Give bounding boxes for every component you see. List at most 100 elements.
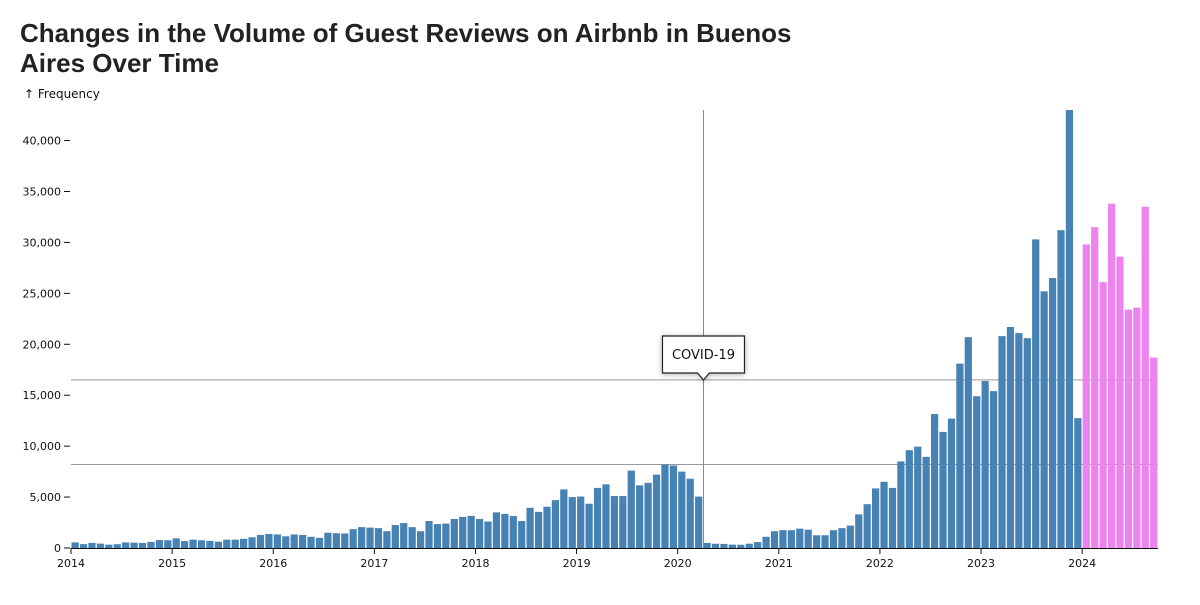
- y-tick-label: 15,000: [23, 389, 62, 402]
- bar: [307, 536, 315, 548]
- bar: [551, 500, 560, 548]
- x-tick-label: 2015: [158, 557, 186, 570]
- bar: [711, 543, 720, 548]
- bar: [1074, 418, 1082, 548]
- bar: [998, 336, 1006, 548]
- bar: [71, 542, 79, 548]
- bar: [349, 529, 357, 548]
- bar: [223, 539, 231, 548]
- bar: [155, 540, 163, 548]
- y-tick-label: 20,000: [23, 338, 62, 351]
- bar: [416, 531, 425, 548]
- bar: [442, 523, 450, 548]
- bar: [947, 418, 956, 548]
- bar: [602, 484, 610, 548]
- bar: [1133, 307, 1141, 548]
- bar: [433, 524, 442, 548]
- bar: [147, 541, 155, 548]
- bar: [636, 485, 644, 548]
- bar: [130, 542, 138, 548]
- bar: [593, 487, 602, 548]
- bar: [1032, 239, 1040, 548]
- bar: [989, 391, 998, 548]
- bar: [324, 532, 332, 548]
- bar: [905, 450, 913, 548]
- bar: [374, 528, 383, 548]
- bar: [745, 543, 753, 548]
- bar: [737, 544, 745, 548]
- bar: [577, 496, 585, 548]
- covid-callout-text: COVID-19: [672, 348, 735, 363]
- bar: [1057, 230, 1065, 548]
- bar: [678, 471, 686, 548]
- bar: [1124, 309, 1133, 548]
- bar: [956, 363, 964, 548]
- bar: [1040, 291, 1048, 548]
- bar: [669, 465, 677, 548]
- bar: [79, 544, 88, 548]
- x-tick-label: 2017: [360, 557, 388, 570]
- bar: [610, 496, 619, 548]
- bar: [88, 542, 96, 548]
- bar: [1107, 203, 1116, 549]
- bar: [366, 527, 374, 548]
- bar: [855, 514, 863, 548]
- bar: [138, 542, 147, 548]
- bar: [248, 537, 256, 548]
- bar: [408, 527, 416, 548]
- bar: [914, 446, 922, 548]
- bar: [492, 512, 501, 548]
- bar: [695, 496, 703, 548]
- bar: [585, 503, 593, 548]
- bar: [888, 487, 897, 548]
- bar: [619, 496, 627, 548]
- x-tick-label: 2024: [1068, 557, 1096, 570]
- x-tick-label: 2014: [57, 557, 85, 570]
- bar: [1091, 227, 1099, 549]
- bar: [880, 481, 888, 548]
- y-tick-label: 25,000: [23, 287, 62, 300]
- bar: [425, 521, 433, 548]
- x-tick-label: 2020: [664, 557, 692, 570]
- bar: [720, 543, 728, 548]
- bar: [652, 474, 661, 548]
- y-tick-label: 35,000: [23, 185, 62, 198]
- bar: [256, 534, 265, 548]
- bar: [357, 527, 366, 548]
- bar: [113, 544, 121, 548]
- y-tick-label: 40,000: [23, 135, 62, 148]
- bar: [509, 515, 517, 548]
- bar: [897, 461, 905, 548]
- bar: [1015, 333, 1023, 548]
- x-tick-label: 2023: [967, 557, 995, 570]
- bar: [332, 533, 340, 548]
- bar: [518, 521, 526, 548]
- covid-callout-box: [661, 335, 746, 381]
- bar: [197, 540, 206, 548]
- bar: [770, 531, 779, 548]
- bar: [846, 525, 854, 548]
- chart-title: Changes in the Volume of Guest Reviews o…: [20, 18, 792, 78]
- bar: [779, 530, 787, 548]
- bar: [172, 538, 180, 548]
- bar: [265, 533, 273, 548]
- bar: [686, 478, 694, 548]
- bar: [644, 482, 652, 548]
- bar: [105, 544, 113, 548]
- x-tick-label: 2021: [765, 557, 793, 570]
- bar: [661, 464, 669, 548]
- y-tick-label: 0: [54, 542, 61, 555]
- bar: [273, 534, 281, 548]
- bar: [214, 541, 222, 548]
- x-tick-label: 2018: [461, 557, 489, 570]
- bar: [459, 516, 467, 548]
- y-tick-label: 10,000: [23, 440, 62, 453]
- bar: [981, 380, 989, 548]
- bar: [1082, 244, 1090, 548]
- bar: [391, 525, 399, 548]
- bar: [872, 488, 880, 548]
- bar: [315, 537, 324, 548]
- bar: [341, 533, 349, 548]
- bar: [964, 337, 972, 548]
